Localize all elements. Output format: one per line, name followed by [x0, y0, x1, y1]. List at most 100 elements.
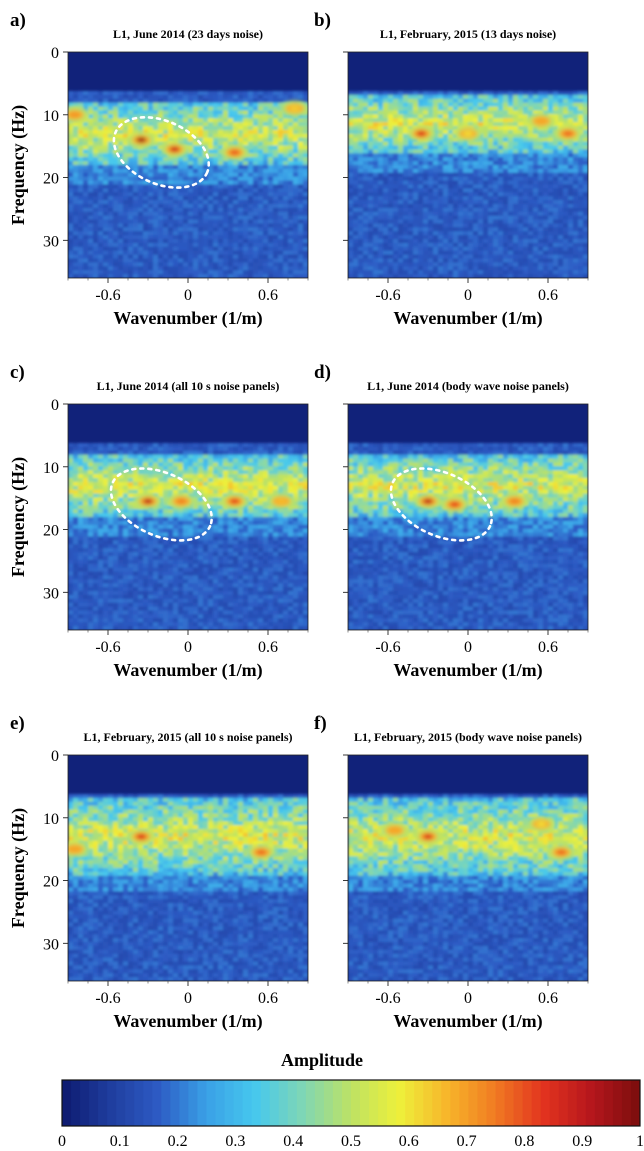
heatmap-cell	[353, 200, 359, 205]
heatmap-cell	[543, 157, 549, 162]
heatmap-cell	[218, 262, 224, 267]
heatmap-cell	[178, 176, 184, 182]
heatmap-cell	[108, 219, 114, 225]
heatmap-cell	[78, 250, 84, 256]
heatmap-cell	[268, 215, 274, 221]
heatmap-cell	[538, 223, 544, 228]
heatmap-cell	[463, 200, 469, 205]
heatmap-cell	[223, 184, 229, 189]
heatmap-cell	[213, 118, 219, 123]
heatmap-cell	[423, 219, 429, 225]
heatmap-cell	[408, 114, 414, 119]
heatmap-cell	[103, 129, 109, 135]
heatmap-cell	[303, 211, 308, 217]
heatmap-cell	[583, 200, 588, 205]
heatmap-cell	[423, 266, 429, 271]
heatmap-cell	[418, 188, 424, 193]
heatmap-cell	[463, 219, 469, 225]
heatmap-cell	[563, 223, 569, 228]
heatmap-cell	[153, 211, 159, 217]
heatmap-cell	[198, 462, 204, 467]
heatmap-cell	[133, 458, 139, 464]
heatmap-cell	[473, 94, 479, 100]
heatmap-cell	[473, 254, 479, 260]
heatmap-cell	[73, 145, 79, 151]
heatmap-cell	[118, 258, 124, 264]
heatmap-cell	[578, 200, 584, 205]
heatmap-cell	[183, 242, 189, 248]
heatmap-cell	[298, 129, 304, 135]
heatmap-cell	[273, 250, 279, 256]
heatmap-cell	[428, 188, 434, 193]
heatmap-cell	[388, 129, 394, 135]
heatmap-cell	[148, 200, 154, 205]
heatmap-cell	[348, 215, 354, 221]
heatmap-cell	[203, 145, 209, 151]
heatmap-cell	[138, 94, 144, 100]
heatmap-cell	[108, 110, 114, 115]
heatmap-cell	[518, 184, 524, 189]
heatmap-cell	[293, 258, 299, 264]
heatmap-cell	[428, 258, 434, 264]
heatmap-cell	[108, 98, 114, 104]
heatmap-cell	[398, 270, 404, 275]
heatmap-cell	[148, 454, 154, 460]
heatmap-cell	[273, 196, 279, 201]
heatmap-cell	[408, 149, 414, 154]
heatmap-cell	[553, 215, 559, 221]
heatmap-cell	[163, 153, 169, 158]
heatmap-cell	[403, 200, 409, 205]
heatmap-cell	[428, 118, 434, 123]
heatmap-cell	[528, 242, 534, 248]
heatmap-cell	[453, 262, 459, 267]
heatmap-cell	[213, 188, 219, 193]
heatmap-cell	[68, 176, 74, 182]
heatmap-cell	[73, 227, 79, 232]
heatmap-cell	[203, 94, 209, 100]
heatmap-cell	[193, 122, 199, 127]
heatmap-cell	[248, 211, 254, 217]
heatmap-cell	[558, 266, 564, 271]
heatmap-cell	[203, 153, 209, 158]
heatmap-cell	[468, 110, 474, 115]
heatmap-cell	[378, 203, 384, 209]
heatmap-cell	[538, 203, 544, 209]
heatmap-cell	[458, 227, 464, 232]
heatmap-cell	[203, 168, 209, 174]
heatmap-cell	[468, 98, 474, 104]
heatmap-cell	[188, 118, 194, 123]
heatmap-cell	[243, 235, 249, 240]
heatmap-cell	[563, 274, 569, 278]
heatmap-cell	[298, 250, 304, 256]
heatmap-cell	[293, 262, 299, 267]
heatmap-cell	[143, 274, 149, 278]
heatmap-cell	[173, 157, 179, 162]
heatmap-cell	[283, 454, 289, 460]
heatmap-cell	[208, 262, 214, 267]
heatmap-cell	[448, 227, 454, 232]
heatmap-cell	[438, 90, 444, 96]
heatmap-cell	[98, 118, 104, 123]
heatmap-cell	[213, 180, 219, 186]
heatmap-cell	[78, 211, 84, 217]
heatmap-cell	[518, 110, 524, 115]
heatmap-cell	[278, 458, 284, 464]
heatmap-cell	[193, 98, 199, 104]
heatmap-cell	[368, 258, 374, 264]
heatmap-cell	[508, 223, 514, 228]
heatmap-cell	[353, 184, 359, 189]
heatmap-cell	[388, 118, 394, 123]
heatmap-cell	[248, 235, 254, 240]
heatmap-cell	[553, 145, 559, 151]
heatmap-cell	[418, 98, 424, 104]
heatmap-cell	[458, 203, 464, 209]
heatmap-cell	[83, 246, 89, 252]
heatmap-cell	[258, 180, 264, 186]
heatmap-cell	[148, 231, 154, 236]
heatmap-cell	[153, 196, 159, 201]
heatmap-cell	[148, 165, 154, 170]
heatmap-cell	[88, 215, 94, 221]
heatmap-cell	[103, 110, 109, 115]
heatmap-cell	[188, 141, 194, 147]
heatmap-cell	[113, 118, 119, 123]
